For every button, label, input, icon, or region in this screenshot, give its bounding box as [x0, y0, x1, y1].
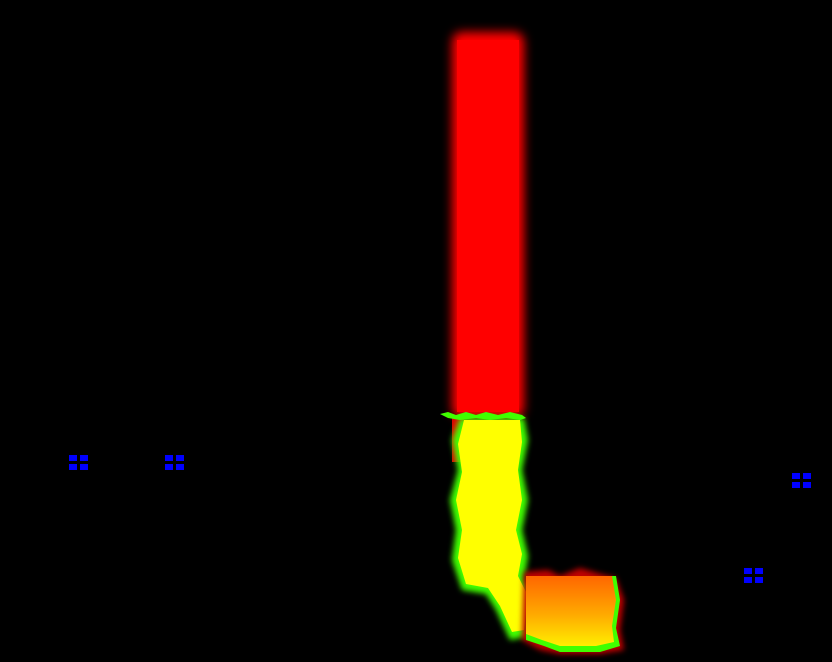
- marker-square: [744, 577, 752, 583]
- marker-square: [755, 568, 763, 574]
- marker-square: [80, 455, 88, 461]
- marker-square: [792, 482, 800, 488]
- marker-square: [165, 464, 173, 470]
- marker-square: [755, 577, 763, 583]
- marker-square: [792, 473, 800, 479]
- marker-square: [744, 568, 752, 574]
- middle-yellow-segment: [450, 418, 540, 640]
- marker-square: [165, 455, 173, 461]
- marker-square: [69, 464, 77, 470]
- upper-red-segment: [452, 32, 524, 418]
- four-square-grid-icon: [165, 455, 184, 470]
- marker-group: [69, 455, 811, 583]
- marker-square: [803, 482, 811, 488]
- marker-square: [176, 455, 184, 461]
- marker-square: [176, 464, 184, 470]
- marker-square: [803, 473, 811, 479]
- marker-square: [69, 455, 77, 461]
- lower-gradient-block: [526, 576, 620, 652]
- marker-square: [80, 464, 88, 470]
- four-square-grid-icon: [69, 455, 88, 470]
- four-square-grid-icon: [792, 473, 811, 488]
- four-square-grid-icon: [744, 568, 763, 583]
